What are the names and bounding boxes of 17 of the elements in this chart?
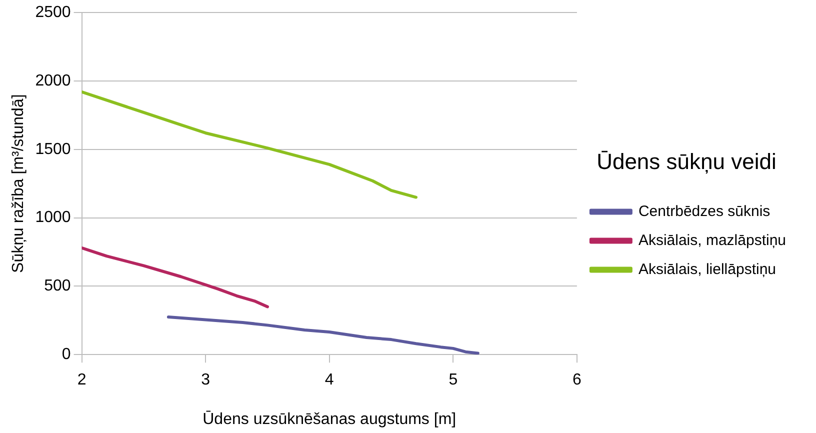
x-tick-label: 4 <box>324 372 334 389</box>
y-tick-label: 0 <box>62 346 71 364</box>
legend-title: Ūdens sūkņu veidi <box>596 148 776 174</box>
x-tick-label: 2 <box>77 372 86 389</box>
x-tick-label: 5 <box>448 372 458 389</box>
y-tick-label: 1000 <box>35 209 71 226</box>
y-axis-title: Sūkņu ražība [m³/stundā] <box>10 94 28 273</box>
y-tick-label: 2000 <box>35 72 71 90</box>
legend-label: Aksiālais, mazlāpstiņu <box>638 232 786 249</box>
legend-label: Centrbēdzes sūknis <box>638 202 770 220</box>
x-tick-label: 3 <box>201 372 210 389</box>
y-tick-label: 1500 <box>35 140 71 158</box>
y-tick-label: 2500 <box>35 4 71 22</box>
legend-label: Aksiālais, liellāpstiņu <box>638 260 776 278</box>
x-tick-label: 6 <box>572 372 582 389</box>
x-axis-title: Ūdens uzsūknēšanas augstums [m] <box>202 410 456 428</box>
y-tick-label: 500 <box>44 278 71 295</box>
